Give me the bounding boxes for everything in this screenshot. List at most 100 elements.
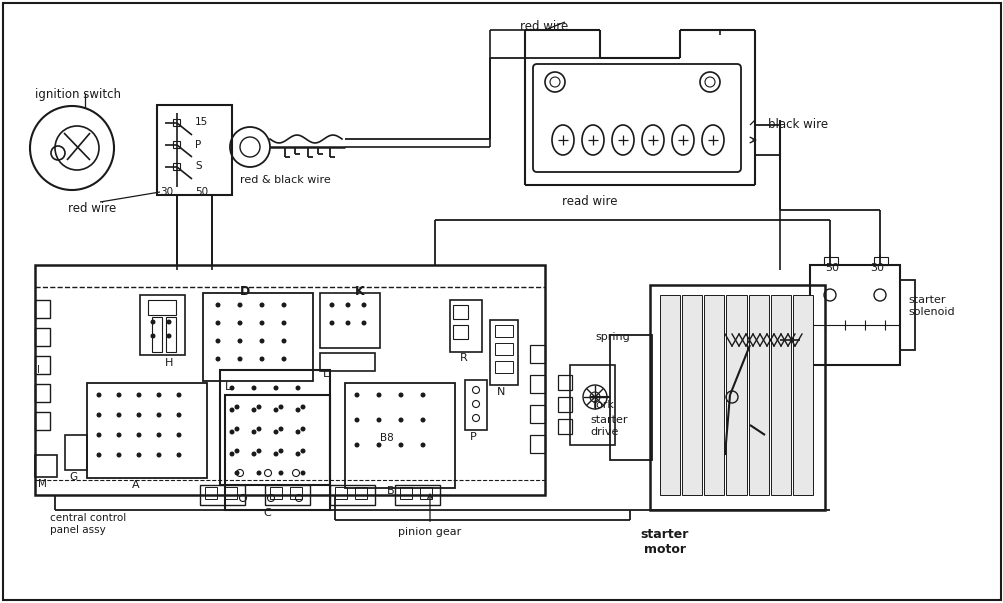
Circle shape <box>136 393 141 397</box>
Text: pinion gear: pinion gear <box>398 494 461 537</box>
Circle shape <box>251 452 256 456</box>
Bar <box>494 361 513 373</box>
Bar <box>35 300 50 318</box>
Text: R: R <box>459 353 467 363</box>
Circle shape <box>273 452 278 456</box>
Circle shape <box>238 303 243 308</box>
Bar <box>452 305 467 319</box>
Bar <box>320 353 375 371</box>
Circle shape <box>216 303 221 308</box>
Bar <box>558 419 572 434</box>
Circle shape <box>259 356 264 362</box>
Circle shape <box>230 452 235 456</box>
Circle shape <box>295 452 300 456</box>
Circle shape <box>281 356 286 362</box>
Circle shape <box>156 393 161 397</box>
Circle shape <box>278 470 283 476</box>
Bar <box>225 395 330 510</box>
Circle shape <box>156 432 161 438</box>
Text: H: H <box>164 358 174 368</box>
Circle shape <box>376 393 381 397</box>
Circle shape <box>96 393 101 397</box>
Text: K: K <box>355 285 364 298</box>
Circle shape <box>256 449 261 453</box>
Text: L: L <box>225 382 231 392</box>
Circle shape <box>295 408 300 412</box>
Circle shape <box>116 393 121 397</box>
Text: G: G <box>69 472 77 482</box>
Circle shape <box>256 426 261 432</box>
Bar <box>265 485 310 505</box>
Bar <box>494 343 513 355</box>
Circle shape <box>256 470 261 476</box>
Bar <box>35 455 57 477</box>
Circle shape <box>329 303 334 308</box>
Circle shape <box>177 412 182 417</box>
Bar <box>205 487 217 499</box>
Circle shape <box>235 449 240 453</box>
Bar <box>419 487 431 499</box>
Circle shape <box>238 338 243 344</box>
Circle shape <box>256 405 261 409</box>
Circle shape <box>398 393 403 397</box>
Bar <box>220 370 330 485</box>
Circle shape <box>354 417 359 423</box>
Bar <box>87 383 207 478</box>
Bar <box>649 285 824 510</box>
Circle shape <box>230 408 235 412</box>
Circle shape <box>398 443 403 447</box>
Circle shape <box>361 303 366 308</box>
Bar <box>610 335 651 460</box>
Text: P: P <box>195 140 201 150</box>
Bar <box>748 295 768 495</box>
Circle shape <box>177 432 182 438</box>
Circle shape <box>273 408 278 412</box>
Bar <box>35 412 50 430</box>
Text: 50: 50 <box>824 263 839 273</box>
Bar <box>225 487 237 499</box>
Text: S: S <box>195 161 202 171</box>
Bar <box>449 300 481 352</box>
Bar <box>489 320 518 385</box>
Bar <box>156 105 232 195</box>
Circle shape <box>281 338 286 344</box>
Circle shape <box>251 408 256 412</box>
Bar <box>530 435 545 453</box>
Text: central control
panel assy: central control panel assy <box>50 513 126 535</box>
Bar <box>139 295 185 355</box>
Circle shape <box>361 321 366 326</box>
Circle shape <box>300 426 305 432</box>
Bar <box>558 375 572 390</box>
Circle shape <box>136 412 141 417</box>
Circle shape <box>259 321 264 326</box>
Circle shape <box>177 452 182 458</box>
Bar <box>452 325 467 339</box>
Circle shape <box>156 412 161 417</box>
Text: red wire: red wire <box>520 20 568 33</box>
Bar <box>899 280 914 350</box>
Circle shape <box>300 449 305 453</box>
Circle shape <box>166 320 172 324</box>
Bar <box>355 487 367 499</box>
Bar <box>345 383 454 488</box>
Bar <box>165 317 176 352</box>
Bar <box>35 328 50 346</box>
Circle shape <box>216 338 221 344</box>
Text: B8: B8 <box>379 433 393 443</box>
Bar <box>494 325 513 337</box>
Bar <box>464 380 486 430</box>
Circle shape <box>300 470 305 476</box>
Bar <box>203 293 313 381</box>
Circle shape <box>96 412 101 417</box>
Text: spring: spring <box>595 332 629 342</box>
Bar <box>290 487 302 499</box>
Bar <box>173 119 180 126</box>
Circle shape <box>136 432 141 438</box>
Circle shape <box>295 429 300 435</box>
Circle shape <box>216 321 221 326</box>
Circle shape <box>300 405 305 409</box>
Circle shape <box>278 405 283 409</box>
Text: starter
motor: starter motor <box>640 528 688 556</box>
Text: I: I <box>37 365 40 375</box>
Bar <box>200 485 245 505</box>
